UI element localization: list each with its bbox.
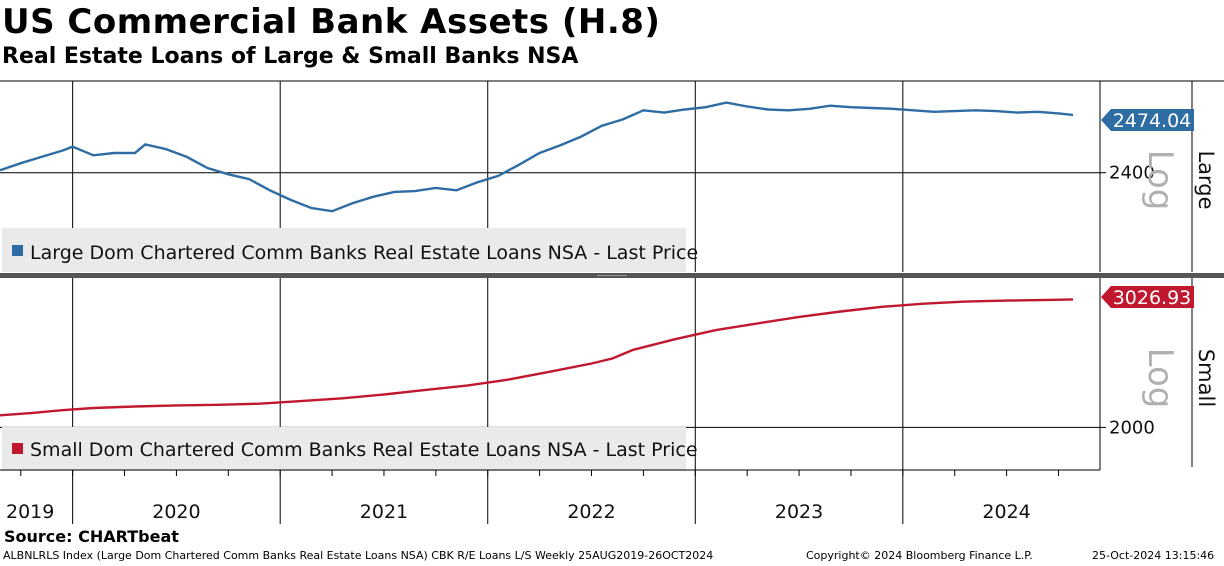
top-panel-label: Large [1194,150,1218,209]
x-year-labels: 2019 2020 2021 2022 2023 2024 [6,501,1031,523]
large-y-tick-label-0: 2400 [1109,163,1155,184]
x-year-label-2022: 2022 [567,501,615,523]
top-legend-swatch [12,245,23,256]
bottom-legend-swatch [12,443,23,454]
copyright: Copyright© 2024 Bloomberg Finance L.P. [806,549,1033,562]
x-year-label-2019: 2019 [6,501,54,523]
chart-title: US Commercial Bank Assets (H.8) [2,2,661,42]
x-year-boundaries [72,470,904,524]
top-y-ticks: 2400 [1100,163,1155,184]
source-note: Source: CHARTbeat [4,527,179,546]
small-y-tick-label-0: 2000 [1109,417,1155,438]
bottom-y-ticks: 2000 [1100,417,1155,438]
bottom-scale-label: Log [1140,348,1180,409]
top-panel: Large Dom Chartered Comm Banks Real Esta… [0,80,1224,272]
chart-subtitle: Real Estate Loans of Large & Small Banks… [2,44,579,69]
bottom-panel: Small Dom Chartered Comm Banks Real Esta… [0,278,1218,471]
x-axis: 2019 2020 2021 2022 2023 2024 [0,469,1100,524]
x-year-label-2024: 2024 [982,501,1030,523]
bottom-panel-label: Small [1194,349,1218,407]
index-info: ALBNLRLS Index (Large Dom Chartered Comm… [3,549,714,562]
top-scale-label: Log [1140,150,1180,211]
x-year-label-2020: 2020 [152,501,200,523]
bottom-legend-text: Small Dom Chartered Comm Banks Real Esta… [30,439,698,461]
small-banks-series-line [0,298,1074,417]
small-last-value: 3026.93 [1113,287,1192,309]
large-banks-series-line [0,101,1074,213]
x-year-label-2021: 2021 [360,501,408,523]
x-year-label-2023: 2023 [775,501,823,523]
large-last-value-flag [1101,109,1194,131]
top-legend-text: Large Dom Chartered Comm Banks Real Esta… [30,242,698,264]
timestamp: 25-Oct-2024 13:15:46 [1092,549,1215,562]
small-last-value-flag [1101,286,1194,308]
top-legend-box [2,228,686,272]
large-last-value: 2474.04 [1113,110,1192,132]
bottom-legend-box [2,427,686,471]
